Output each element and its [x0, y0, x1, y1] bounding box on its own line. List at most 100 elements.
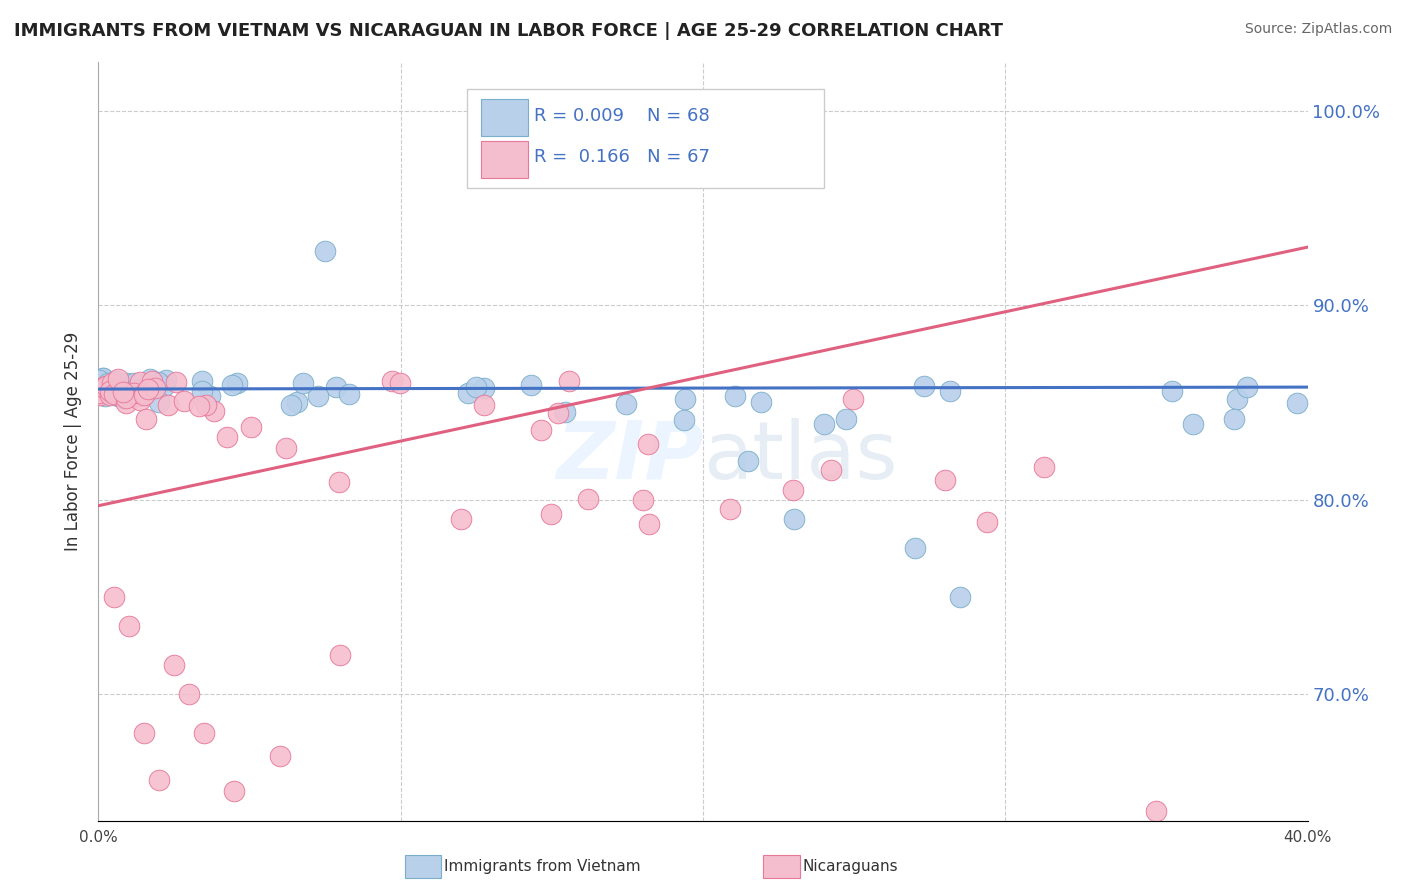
Point — [724, 389, 747, 403]
Point — [188, 399, 211, 413]
Point — [464, 380, 486, 394]
Point — [520, 378, 543, 392]
Point — [554, 405, 576, 419]
Y-axis label: In Labor Force | Age 25-29: In Labor Force | Age 25-29 — [65, 332, 83, 551]
Point — [328, 475, 350, 489]
Point — [749, 395, 772, 409]
Text: ZIP: ZIP — [555, 417, 703, 496]
Point — [190, 384, 212, 398]
Point — [125, 389, 148, 403]
Point — [96, 385, 118, 400]
Point — [89, 388, 111, 402]
Point — [103, 387, 125, 401]
Point — [91, 371, 114, 385]
Point — [157, 398, 180, 412]
Point — [673, 413, 696, 427]
Point — [141, 374, 163, 388]
Point — [976, 516, 998, 530]
Point — [285, 395, 308, 409]
Point — [314, 244, 336, 258]
Text: Nicaraguans: Nicaraguans — [803, 859, 898, 873]
Point — [114, 384, 136, 398]
Point — [131, 384, 153, 399]
Point — [108, 385, 131, 400]
Point — [122, 386, 145, 401]
Point — [280, 398, 302, 412]
Point — [91, 371, 114, 385]
Point — [737, 454, 759, 468]
Text: atlas: atlas — [703, 417, 897, 496]
Text: R = 0.009    N = 68: R = 0.009 N = 68 — [534, 106, 710, 125]
Point — [107, 372, 129, 386]
Point — [94, 383, 117, 397]
Point — [1181, 417, 1204, 431]
Point — [939, 384, 962, 399]
Point — [558, 374, 581, 388]
Point — [132, 726, 155, 740]
Point — [136, 382, 159, 396]
Point — [173, 394, 195, 409]
Point — [307, 389, 329, 403]
Point — [934, 474, 956, 488]
Point — [673, 392, 696, 406]
Point — [240, 420, 263, 434]
Text: Source: ZipAtlas.com: Source: ZipAtlas.com — [1244, 22, 1392, 37]
Point — [329, 648, 352, 663]
Point — [530, 423, 553, 437]
Point — [224, 784, 246, 798]
Point — [614, 397, 637, 411]
Point — [1285, 396, 1308, 410]
Point — [381, 374, 404, 388]
Point — [117, 376, 139, 390]
Point — [202, 403, 225, 417]
Text: Immigrants from Vietnam: Immigrants from Vietnam — [444, 859, 641, 873]
Point — [134, 386, 156, 401]
Point — [87, 386, 110, 401]
Point — [153, 378, 176, 392]
Point — [912, 379, 935, 393]
FancyBboxPatch shape — [467, 89, 824, 187]
Point — [100, 382, 122, 396]
Point — [148, 394, 170, 409]
Point — [215, 430, 238, 444]
FancyBboxPatch shape — [481, 99, 527, 136]
Point — [195, 398, 218, 412]
Point — [1160, 384, 1182, 398]
Point — [198, 389, 221, 403]
Point — [576, 492, 599, 507]
Point — [94, 379, 117, 393]
Point — [165, 375, 187, 389]
Point — [226, 376, 249, 390]
FancyBboxPatch shape — [481, 141, 527, 178]
Text: 0.0%: 0.0% — [79, 830, 118, 846]
Point — [149, 376, 172, 390]
Point — [472, 398, 495, 412]
Point — [118, 619, 141, 633]
Point — [143, 382, 166, 396]
Point — [274, 441, 297, 455]
Point — [637, 436, 659, 450]
Point — [718, 501, 741, 516]
Text: R =  0.166   N = 67: R = 0.166 N = 67 — [534, 148, 710, 166]
Point — [98, 388, 121, 402]
Point — [388, 376, 411, 390]
Point — [783, 512, 806, 526]
Point — [1226, 392, 1249, 406]
Point — [124, 385, 146, 400]
Point — [191, 374, 214, 388]
Point — [179, 687, 201, 701]
Point — [111, 384, 134, 399]
Point — [115, 396, 138, 410]
Point — [155, 373, 177, 387]
Point — [820, 462, 842, 476]
Point — [131, 383, 153, 397]
Point — [1144, 804, 1167, 818]
Point — [104, 374, 127, 388]
Point — [638, 517, 661, 532]
Point — [782, 483, 804, 497]
Point — [472, 381, 495, 395]
Point — [450, 512, 472, 526]
Point — [269, 749, 291, 764]
Point — [337, 387, 360, 401]
Point — [949, 590, 972, 604]
